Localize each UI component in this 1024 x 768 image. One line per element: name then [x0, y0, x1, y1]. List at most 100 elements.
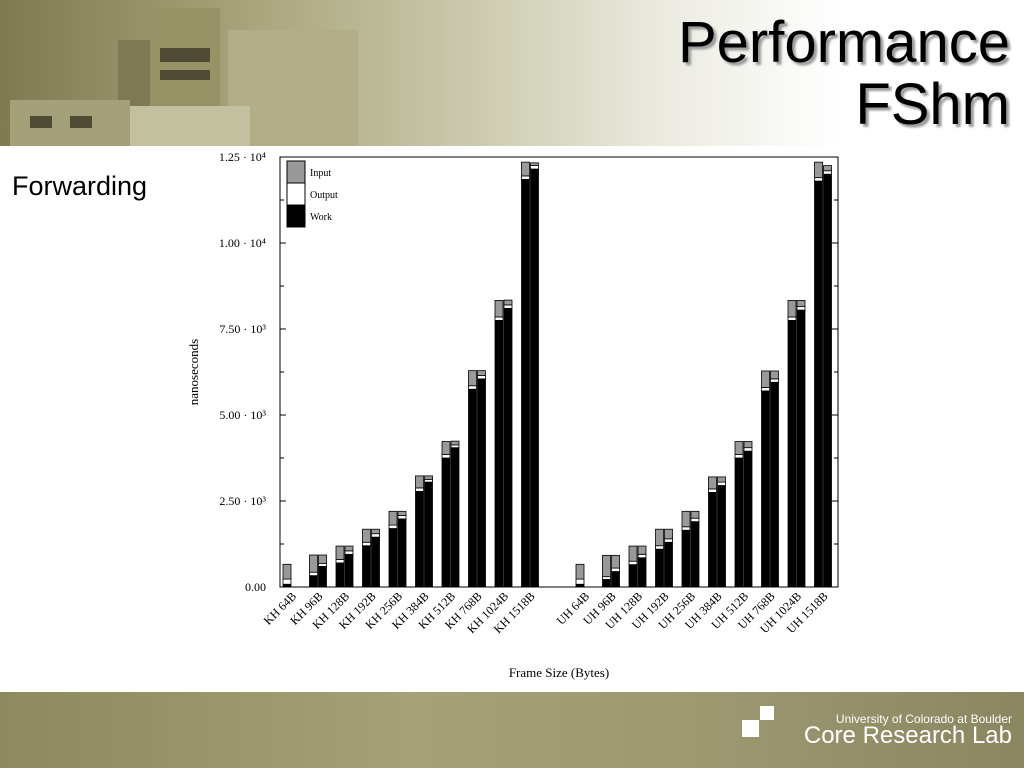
bar-segment-output [628, 560, 638, 566]
slide-title: Performance FShm [678, 12, 1010, 136]
bar-segment-output [681, 526, 691, 531]
title-line-1: Performance [677, 10, 1010, 75]
building-image [130, 106, 250, 146]
stacked-bar-chart: 0.00 2.50 · 10³ 5.00 · 10³ 7.50 · 10³ 1.00 ·… [186, 150, 839, 680]
bar-segment-work [611, 571, 620, 588]
bar-segment-input [450, 440, 460, 446]
bar-segment-work [823, 173, 832, 588]
bar-segment-output [371, 533, 380, 538]
bar-segment-input [388, 510, 398, 526]
bar-segment-work [690, 521, 700, 588]
bar-segment-input [637, 545, 647, 555]
bar-segment-output [450, 444, 460, 449]
bar-segment-output [494, 316, 504, 321]
bar-segment-input [521, 161, 530, 177]
bar-segment-work [796, 309, 806, 588]
bar-segment-input [362, 528, 371, 543]
bar-segment-input [770, 370, 779, 380]
bar-segment-work [814, 180, 823, 588]
bar-segment-work [743, 450, 753, 588]
x-axis-title: Frame Size (Bytes) [509, 665, 609, 680]
bar-segment-work [468, 388, 477, 588]
bar-segment-input [468, 370, 477, 387]
bar-segment-work [397, 518, 407, 588]
bar-segment-output [575, 578, 585, 585]
bar-segment-work [441, 457, 451, 588]
bar-segment-input [530, 162, 539, 167]
bar-segment-output [468, 385, 477, 390]
bar-segment-input [708, 476, 717, 490]
bar-segment-output [611, 567, 620, 572]
bar-segment-work [309, 575, 318, 588]
bar-segment-input [309, 554, 318, 573]
bar-segment-input [602, 554, 611, 578]
y-tick-label: 0.00 [245, 580, 266, 594]
lab-name: Core Research Lab [803, 722, 1012, 749]
bar-segment-output [477, 375, 486, 380]
bar-segment-output [770, 378, 779, 383]
bar-segment-input [371, 528, 380, 535]
bar-segment-input [761, 370, 770, 388]
bar-segment-work [637, 557, 647, 588]
bar-segment-output [424, 478, 433, 483]
bar-segment-output [415, 487, 424, 492]
bar-segment-output [814, 177, 823, 182]
bar-segment-work [602, 579, 611, 588]
bar-segment-input [477, 370, 486, 376]
bar-segment-input [655, 528, 664, 547]
bar-segment-work [344, 553, 354, 588]
bar-segment-output [655, 545, 664, 550]
bar-segment-input [335, 545, 345, 560]
legend-swatch-output [286, 182, 306, 206]
y-tick-label: 1.25 · 10⁴ [219, 150, 266, 164]
bar-segment-work [655, 548, 664, 588]
bar-segment-work [761, 390, 770, 588]
bar-segment-input [415, 475, 424, 489]
subheading: Forwarding [12, 171, 148, 201]
bar-segment-output [503, 304, 513, 309]
bar-segment-work [787, 319, 797, 588]
bar-segment-input [664, 528, 673, 540]
bar-segment-output [521, 175, 530, 180]
bar-segment-output [335, 559, 345, 564]
bar-segment-output [761, 387, 770, 392]
bar-segment-work [415, 490, 424, 588]
bar-segment-input [823, 165, 832, 172]
bar-segment-input [717, 476, 726, 483]
bar-segment-output [708, 488, 717, 493]
bar-segment-work [770, 381, 779, 588]
bar-segment-output [318, 563, 327, 567]
bar-segment-output [743, 447, 753, 452]
bar-segment-output [787, 316, 797, 321]
bar-segment-output [530, 165, 539, 170]
bar-segment-work [335, 562, 345, 588]
bar-segment-input [494, 300, 504, 318]
bar-segment-output [717, 481, 726, 486]
legend-swatch-work [286, 204, 306, 228]
bar-segment-output [690, 517, 700, 523]
bar-segment-output [637, 553, 647, 559]
bar-segment-input [814, 161, 823, 179]
bar-segment-work [450, 447, 460, 588]
bar-segment-input [344, 545, 354, 552]
bar-segment-work [318, 565, 327, 588]
bar-segment-work [503, 307, 513, 588]
y-tick-label: 5.00 · 10³ [219, 408, 266, 422]
bar-segment-work [521, 178, 530, 588]
bar-segment-input [628, 545, 638, 562]
y-tick-label: 1.00 · 10⁴ [219, 236, 266, 250]
legend-label-output: Output [310, 190, 338, 201]
logo-square [760, 706, 774, 720]
bar-segment-output [397, 515, 407, 520]
legend-label-input: Input [310, 168, 331, 179]
footer-banner: University of Colorado at Boulder Core R… [0, 692, 1024, 768]
bar-segment-output [309, 571, 318, 577]
bar-segment-work [717, 485, 726, 588]
bar-segment-work [424, 481, 433, 588]
y-tick-label: 7.50 · 10³ [219, 322, 266, 336]
y-tick-label: 2.50 · 10³ [219, 494, 266, 508]
bar-segment-input [397, 510, 407, 516]
header-banner [0, 0, 1024, 146]
bar-segment-work [477, 378, 486, 588]
title-line-2: FShm [855, 72, 1010, 137]
